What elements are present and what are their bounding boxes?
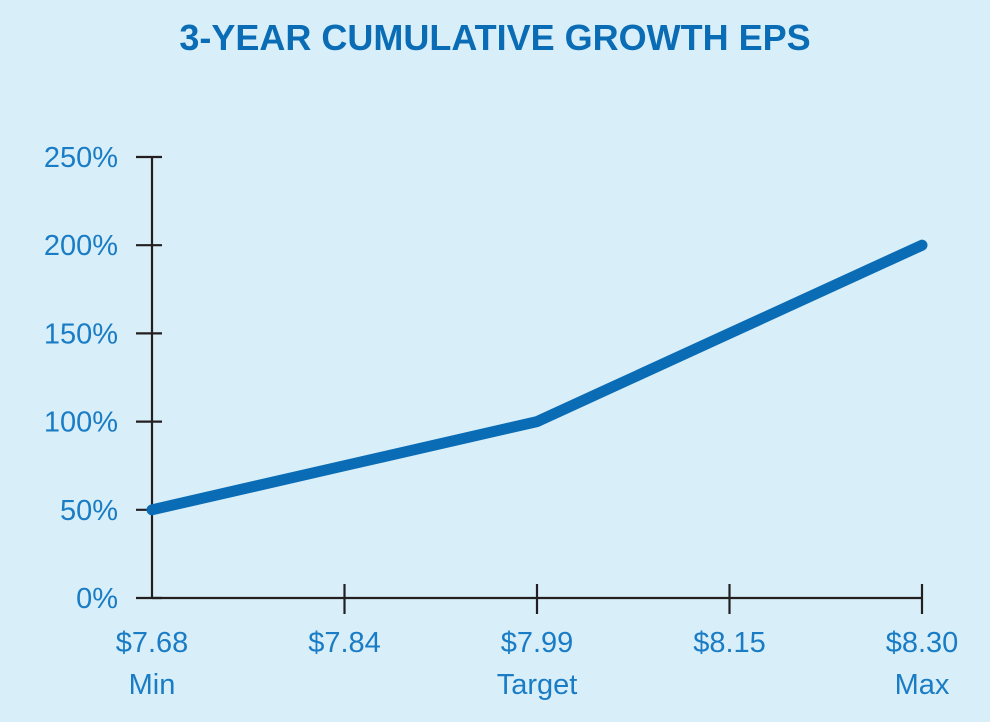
x-tick-label: $7.84 [308,627,381,659]
y-tick-label: 150% [44,318,118,350]
x-tick-label: $8.30 [886,627,959,659]
y-tick-label: 100% [44,407,118,439]
x-tick-label: $7.68 [116,627,189,659]
x-axis-ticks: $7.68 Min $7.84 $7.99 Target $8.15 $8.30 Max [116,584,959,701]
x-sub-label: Target [497,669,578,701]
x-tick-label: $7.99 [501,627,574,659]
y-tick-label: 250% [44,142,118,174]
y-tick-label: 200% [44,230,118,262]
chart-title: 3-YEAR CUMULATIVE GROWTH EPS [179,17,810,58]
series-group [146,239,928,516]
x-sub-label: Max [895,669,950,701]
y-axis-ticks: 0% 50% 100% 150% 200% 250% [44,142,162,615]
x-sub-label: Min [129,669,176,701]
axes [150,157,922,600]
series-line [146,239,928,516]
y-tick-label: 0% [76,583,118,615]
x-tick-label: $8.15 [693,627,766,659]
y-tick-label: 50% [60,495,118,527]
